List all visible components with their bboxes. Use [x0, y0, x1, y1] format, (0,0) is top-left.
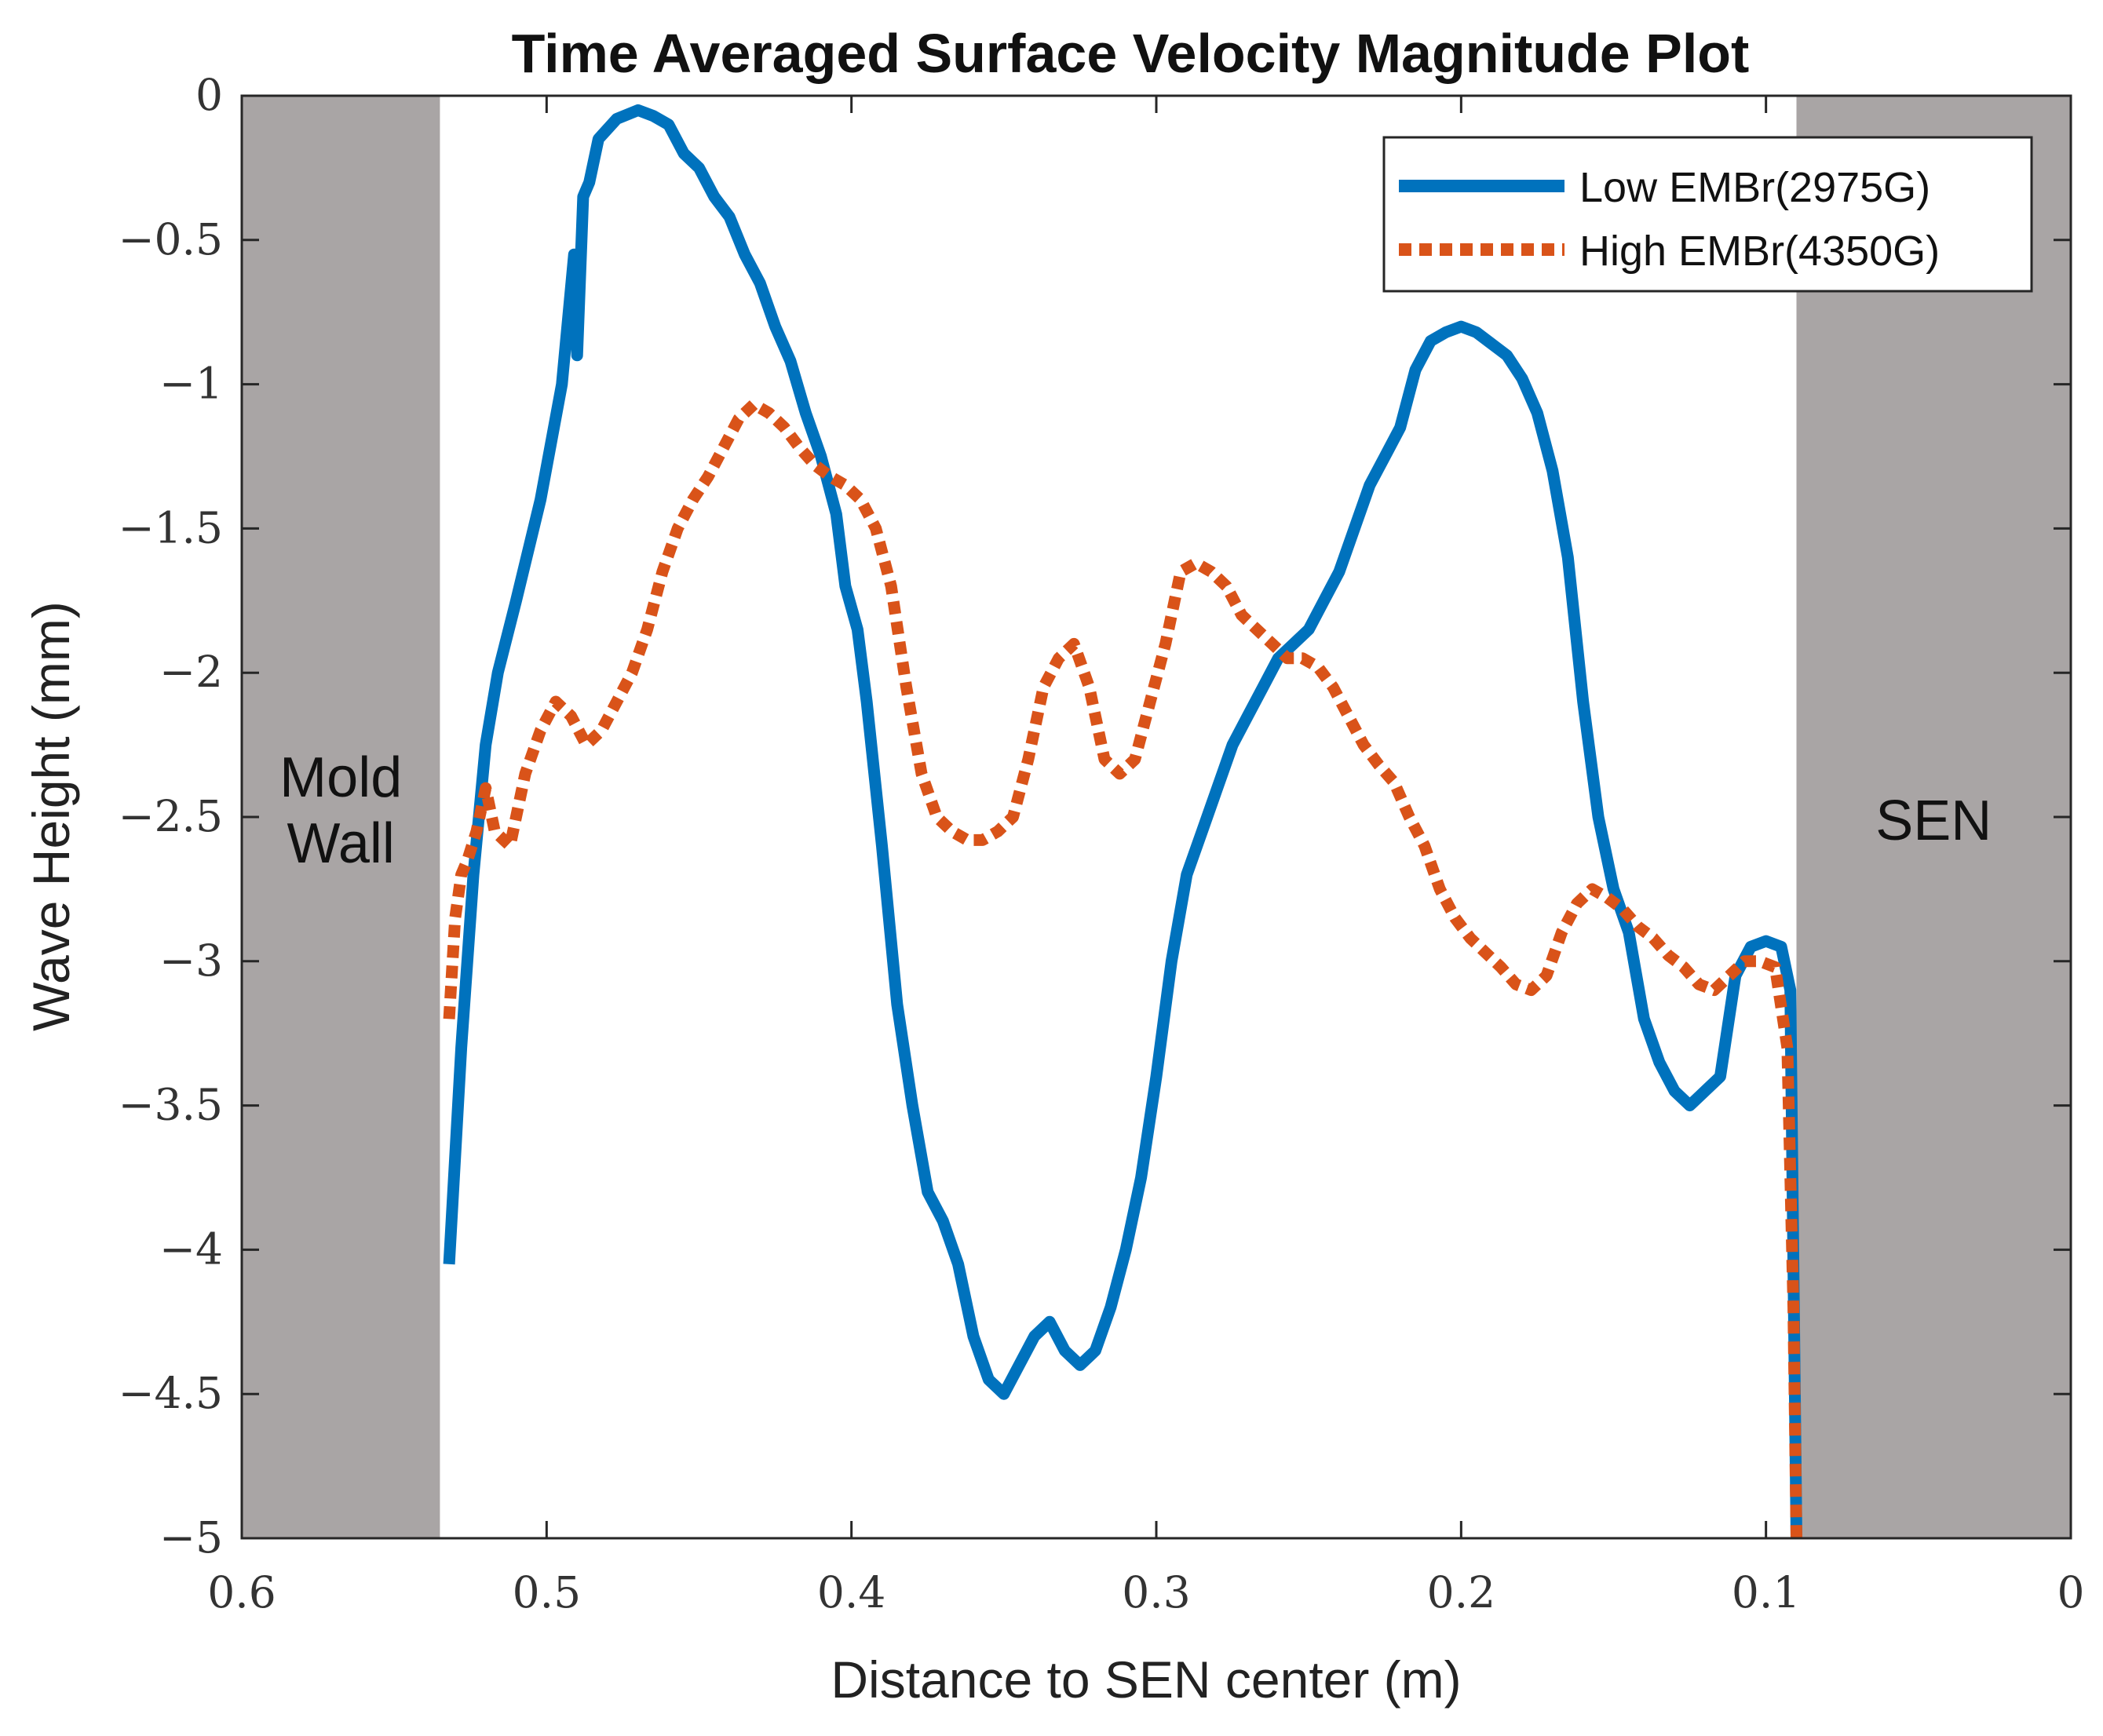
- mold-wall-label-line-0: Mold: [279, 746, 402, 809]
- sen-region: [1796, 96, 2071, 1538]
- chart-title: Time Averaged Surface Velocity Magnitude…: [512, 23, 1750, 84]
- y-tick-label: −1: [159, 359, 223, 409]
- x-tick-label: 0.3: [1122, 1567, 1190, 1617]
- series-line-low-embr: [443, 104, 1802, 1539]
- y-tick-label: 0: [195, 70, 223, 120]
- y-tick-label: −5: [159, 1512, 223, 1563]
- x-tick-label: 0.2: [1427, 1567, 1495, 1617]
- y-tick-label: −4: [159, 1224, 223, 1274]
- x-tick-label: 0.6: [207, 1567, 276, 1617]
- x-tick-label: 0.5: [513, 1567, 581, 1617]
- legend-label-low-embr: Low EMBr(2975G): [1579, 164, 1930, 211]
- y-tick-label: −3: [159, 935, 223, 986]
- x-tick-label: 0.4: [817, 1567, 885, 1617]
- series-line-high-embr: [443, 398, 1802, 1539]
- mold-wall-label-line-1: Wall: [287, 812, 395, 875]
- y-tick-label: −2: [159, 647, 223, 697]
- axis-ticks: 0.6 0.5 0.4 0.3 0.2 0.1 0 0 −0.5 −1 −1.5 −2 −2.5 −3 −3…: [118, 70, 2084, 1617]
- y-tick-label: −2.5: [118, 791, 223, 841]
- legend: Low EMBr(2975G) High EMBr(4350G): [1382, 136, 2033, 293]
- x-tick-label: 0: [2057, 1567, 2085, 1617]
- sen-label-line-0: SEN: [1875, 790, 1992, 852]
- shaded-regions: [242, 96, 2071, 1538]
- x-tick-label: 0.1: [1732, 1567, 1800, 1617]
- y-axis-label: Wave Height (mm): [22, 601, 80, 1031]
- mold-wall-region: [242, 96, 440, 1538]
- y-tick-label: −3.5: [118, 1080, 223, 1130]
- y-tick-label: −0.5: [118, 214, 223, 264]
- x-axis-label: Distance to SEN center (m): [831, 1650, 1461, 1709]
- legend-label-high-embr: High EMBr(4350G): [1579, 228, 1940, 275]
- series-lines: [443, 104, 1802, 1539]
- legend-box: [1382, 136, 2033, 293]
- y-tick-label: −1.5: [118, 502, 223, 553]
- y-tick-label: −4.5: [118, 1368, 223, 1418]
